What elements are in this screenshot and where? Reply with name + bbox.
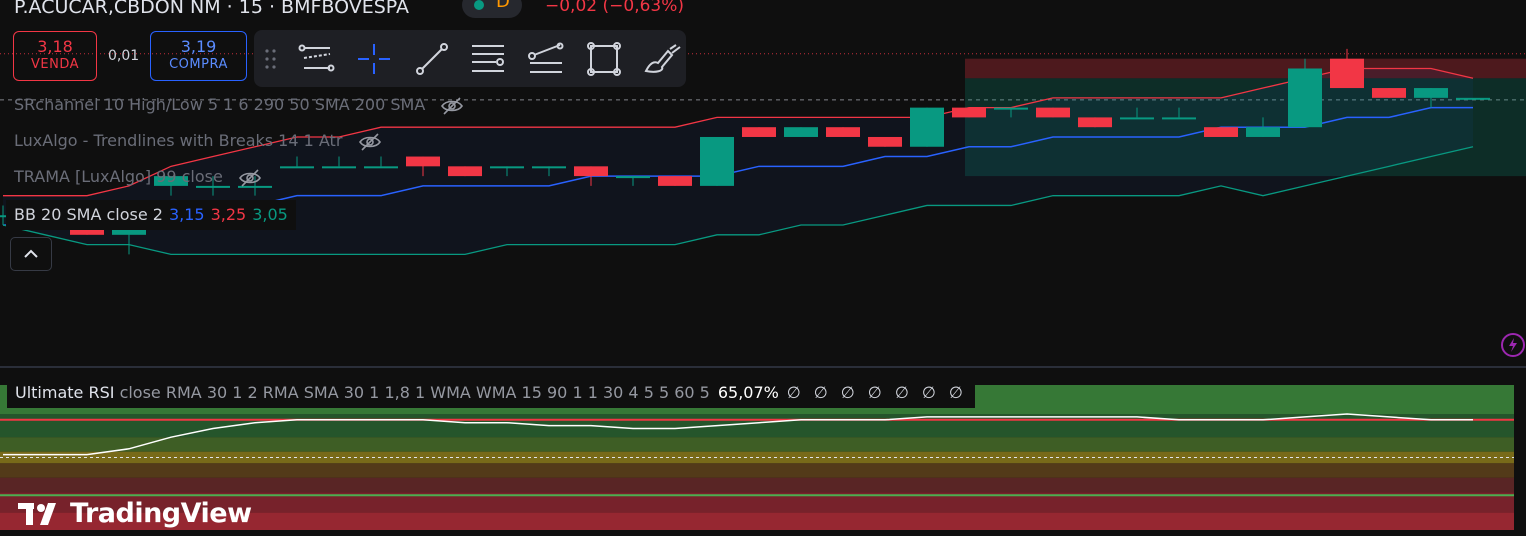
- candle-body: [532, 166, 566, 169]
- symbol-title[interactable]: P.ACUCAR,CBDON NM · 15 · BMFBOVESPA: [14, 0, 410, 18]
- candle-body: [238, 185, 272, 188]
- drawing-toolbar: [254, 30, 686, 87]
- rsi-zone: [0, 437, 1514, 452]
- horizontal-lines-icon[interactable]: [468, 41, 508, 77]
- candle-body: [1288, 68, 1322, 128]
- session-badge: D: [496, 0, 510, 12]
- rsi-zone: [0, 492, 1514, 513]
- tradingview-logo[interactable]: TradingView: [18, 497, 252, 531]
- candle-body: [784, 127, 818, 137]
- rsi-null-values: ∅ ∅ ∅ ∅ ∅ ∅ ∅: [786, 383, 967, 402]
- sell-price: 3,18: [37, 37, 73, 56]
- candle-body: [1246, 127, 1280, 137]
- rsi-zone: [0, 477, 1514, 493]
- brush-icon[interactable]: [642, 41, 682, 77]
- market-status-badge[interactable]: D: [462, 0, 522, 18]
- price-change: −0,02 (−0,63%): [545, 0, 685, 16]
- buy-button[interactable]: 3,19 COMPRA: [150, 31, 247, 81]
- tradingview-wordmark: TradingView: [70, 498, 252, 529]
- rsi-name: Ultimate RSI: [15, 383, 115, 402]
- candle-body: [952, 107, 986, 118]
- bb-fill: [3, 68, 1473, 255]
- chevron-up-icon: [24, 249, 38, 258]
- candle-body: [826, 127, 860, 137]
- candle-body: [658, 176, 692, 186]
- tradingview-mark-icon: [18, 502, 56, 525]
- parallel-channel-icon[interactable]: [296, 41, 336, 77]
- rsi-line: [3, 413, 1473, 456]
- indicator-trama[interactable]: TRAMA [LuxAlgo] 99 close: [14, 167, 262, 187]
- bb-upper-value: 3,25: [210, 205, 247, 224]
- indicator-bollinger[interactable]: BB 20 SMA close 2 3,15 3,25 3,05: [6, 200, 296, 230]
- candle-body: [1204, 127, 1238, 137]
- candle-body: [910, 107, 944, 147]
- candle-body: [1330, 58, 1364, 89]
- candle-body: [490, 166, 524, 169]
- bb-lower-value: 3,05: [252, 205, 288, 224]
- candle-body: [280, 166, 314, 169]
- crosshair-icon[interactable]: [354, 41, 394, 77]
- candle-body: [994, 107, 1028, 110]
- buy-label: COMPRA: [169, 57, 228, 72]
- indicator-srchannel-label: SRchannel 10 High/Low 5 1 6 290 50 SMA 2…: [14, 95, 426, 114]
- candle-body: [1162, 117, 1196, 120]
- resistance-zone: [965, 58, 1526, 79]
- indicator-trama-label: TRAMA [LuxAlgo] 99 close: [14, 167, 223, 186]
- rectangle-icon[interactable]: [584, 41, 624, 77]
- collapse-legend-button[interactable]: [10, 237, 52, 271]
- trend-line-icon[interactable]: [412, 41, 452, 77]
- candle-body: [406, 156, 440, 167]
- bb-basis-value: 3,15: [168, 205, 205, 224]
- pitchfork-icon[interactable]: [526, 41, 566, 77]
- candle-body: [364, 166, 398, 169]
- bb-lower-line: [2, 146, 1474, 256]
- indicator-srchannel[interactable]: SRchannel 10 High/Low 5 1 6 290 50 SMA 2…: [14, 95, 464, 115]
- buy-price: 3,19: [180, 37, 217, 56]
- candle-body: [616, 176, 650, 179]
- indicator-luxalgo-label: LuxAlgo - Trendlines with Breaks 14 1 At…: [14, 131, 343, 150]
- candle-body: [448, 166, 482, 177]
- grip-icon[interactable]: [264, 48, 278, 70]
- candle-body: [868, 136, 902, 147]
- sell-button[interactable]: 3,18 VENDA: [13, 31, 97, 81]
- lightning-icon[interactable]: [1501, 333, 1525, 357]
- hidden-eye-icon[interactable]: [358, 132, 382, 151]
- candle-body: [154, 176, 188, 186]
- candle-body: [742, 127, 776, 137]
- bb-upper-line: [3, 67, 1474, 197]
- candle-body: [1372, 88, 1406, 98]
- candle-body: [574, 166, 608, 177]
- market-open-dot: [474, 0, 484, 10]
- candle-body: [1456, 97, 1490, 100]
- candle-body: [1414, 88, 1448, 98]
- spread-value: 0,01: [108, 48, 140, 64]
- candle-body: [1078, 117, 1112, 128]
- ultimate-rsi-legend[interactable]: Ultimate RSI close RMA 30 1 2 RMA SMA 30…: [7, 378, 975, 408]
- rsi-zone: [0, 463, 1514, 478]
- bb-label: BB 20 SMA close 2: [14, 205, 163, 224]
- rsi-params: close RMA 30 1 2 RMA SMA 30 1 1,8 1 WMA …: [119, 383, 710, 402]
- indicator-luxalgo[interactable]: LuxAlgo - Trendlines with Breaks 14 1 At…: [14, 131, 382, 151]
- hidden-eye-icon[interactable]: [238, 168, 262, 187]
- candle-body: [1120, 117, 1154, 120]
- sell-label: VENDA: [30, 57, 79, 72]
- candle-body: [700, 136, 734, 186]
- rsi-zone: [0, 512, 1514, 530]
- rsi-value: 65,07%: [717, 383, 779, 402]
- candle-body: [196, 185, 230, 188]
- candle-body: [1036, 107, 1070, 118]
- hidden-eye-icon[interactable]: [440, 96, 464, 115]
- candle-body: [322, 166, 356, 169]
